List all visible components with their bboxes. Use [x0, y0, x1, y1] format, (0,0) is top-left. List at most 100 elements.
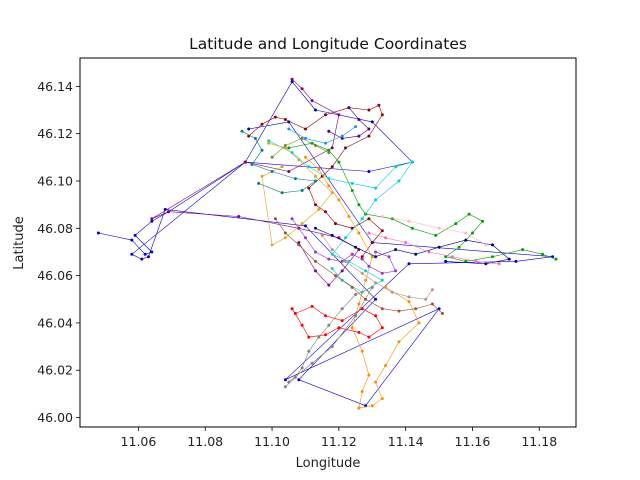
data-point: [340, 307, 344, 311]
data-point: [414, 307, 418, 311]
data-point: [347, 259, 351, 263]
data-point: [320, 233, 324, 237]
data-point: [357, 330, 361, 334]
data-point: [430, 288, 434, 292]
data-point: [344, 146, 347, 150]
data-point: [430, 302, 434, 306]
data-point: [290, 307, 294, 311]
series-layer: [96, 77, 558, 410]
data-point: [367, 108, 371, 112]
data-point: [384, 364, 388, 367]
series-group: [290, 217, 398, 275]
data-point: [367, 217, 371, 221]
data-point: [327, 148, 331, 152]
data-point: [327, 129, 331, 133]
data-point: [380, 326, 384, 330]
data-point: [464, 259, 468, 263]
data-point: [414, 252, 418, 256]
data-point: [497, 262, 501, 266]
data-point: [140, 257, 144, 261]
data-point: [327, 323, 331, 327]
data-point: [304, 136, 307, 140]
data-point: [310, 99, 314, 103]
data-point: [437, 226, 441, 230]
data-point: [467, 212, 471, 216]
data-point: [314, 226, 317, 230]
data-point: [96, 231, 100, 235]
data-point: [297, 241, 301, 244]
data-point: [491, 255, 494, 259]
data-point: [554, 257, 558, 261]
data-point: [314, 174, 317, 178]
data-point: [367, 170, 371, 173]
x-tick-label: 11.16: [455, 434, 491, 449]
data-point: [307, 165, 311, 169]
data-point: [390, 217, 394, 221]
y-tick-label: 46.08: [37, 221, 73, 236]
data-point: [450, 255, 454, 259]
data-point: [367, 127, 371, 131]
data-point: [367, 134, 371, 138]
data-point: [357, 118, 361, 121]
data-point: [150, 217, 154, 221]
y-tick-label: 46.14: [37, 79, 73, 94]
series-group: [273, 217, 444, 315]
data-point: [380, 113, 384, 117]
data-point: [304, 155, 307, 159]
data-point: [364, 278, 368, 282]
plot-frame: [79, 57, 577, 428]
data-point: [354, 314, 358, 318]
data-point: [484, 243, 488, 247]
data-point: [307, 349, 311, 353]
data-point: [324, 141, 327, 145]
data-point: [360, 271, 364, 275]
data-point: [290, 77, 294, 81]
data-point: [340, 134, 344, 138]
data-point: [350, 326, 354, 330]
data-point: [464, 231, 468, 235]
series-group: [320, 233, 434, 301]
data-point: [283, 231, 287, 235]
data-point: [273, 115, 277, 119]
data-point: [327, 151, 331, 155]
data-point: [454, 222, 458, 226]
series-group: [367, 231, 501, 266]
data-point: [360, 390, 364, 393]
series-group: [283, 285, 374, 389]
data-point: [283, 385, 287, 389]
data-point: [417, 321, 421, 325]
data-point: [370, 285, 374, 289]
series-group: [380, 215, 488, 247]
data-point: [314, 250, 317, 254]
data-point: [374, 198, 378, 202]
data-point: [340, 259, 344, 263]
data-point: [304, 224, 307, 228]
data-point: [367, 335, 371, 339]
data-point: [300, 136, 304, 140]
data-point: [514, 259, 518, 263]
data-point: [380, 307, 384, 311]
data-point: [337, 113, 341, 117]
series-group: [267, 139, 414, 294]
data-point: [334, 274, 337, 278]
data-point: [374, 297, 378, 301]
data-point: [340, 319, 344, 323]
data-point: [340, 136, 344, 140]
data-point: [287, 146, 291, 150]
data-point: [287, 127, 291, 131]
chart-title: Latitude and Longitude Coordinates: [189, 35, 467, 53]
data-point: [344, 236, 347, 240]
data-point: [324, 314, 327, 318]
x-tick-label: 11.12: [321, 434, 357, 449]
y-axis-label: Latitude: [12, 216, 27, 270]
data-point: [273, 217, 277, 221]
x-tick-label: 11.10: [254, 434, 290, 449]
data-point: [270, 170, 274, 173]
data-point: [464, 238, 468, 242]
data-point: [290, 80, 294, 84]
series-line: [291, 306, 383, 338]
y-tick-label: 46.12: [37, 126, 73, 141]
series-group: [270, 136, 331, 159]
data-point: [314, 269, 317, 273]
data-point: [330, 345, 334, 349]
